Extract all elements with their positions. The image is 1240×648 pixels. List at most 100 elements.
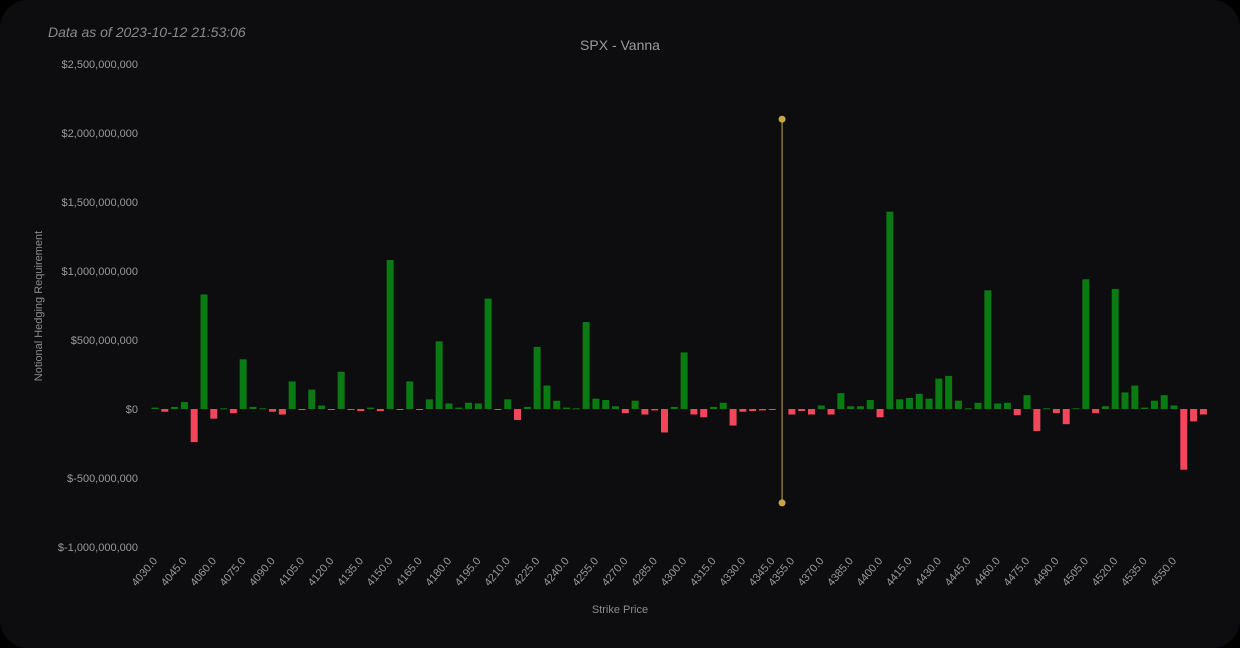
bar[interactable] [180,402,188,409]
bar[interactable] [1043,408,1051,410]
bar[interactable] [1190,409,1198,422]
bar[interactable] [651,409,659,411]
bar[interactable] [866,400,874,409]
bar[interactable] [719,402,727,409]
bar[interactable] [827,409,835,415]
bar[interactable] [572,408,580,410]
bar[interactable] [1131,385,1139,409]
bar[interactable] [523,406,531,409]
bar[interactable] [847,406,855,409]
bar[interactable] [151,407,159,409]
bar[interactable] [1199,409,1207,415]
bar[interactable] [768,409,776,410]
bar[interactable] [925,398,933,409]
bar[interactable] [739,409,747,412]
bar[interactable] [582,322,590,409]
bar[interactable] [386,259,394,409]
bar[interactable] [729,409,737,426]
bar[interactable] [357,409,365,412]
bar[interactable] [700,409,708,418]
bar[interactable] [406,381,414,409]
bar[interactable] [543,385,551,409]
bar[interactable] [602,400,610,409]
bar[interactable] [680,352,688,409]
bar[interactable] [494,409,502,410]
bar[interactable] [856,406,864,409]
bar[interactable] [278,409,286,415]
bar[interactable] [416,409,424,410]
bar[interactable] [592,398,600,409]
bar[interactable] [984,290,992,409]
bar[interactable] [200,294,208,409]
bar[interactable] [876,409,884,418]
bar[interactable] [837,393,845,409]
bar[interactable] [631,400,639,409]
bar[interactable] [1072,408,1080,410]
bar[interactable] [1150,400,1158,409]
bar[interactable] [298,409,306,410]
bar[interactable] [337,371,345,409]
bar[interactable] [709,406,717,409]
bar[interactable] [514,409,522,421]
bar[interactable] [670,406,678,409]
bar[interactable] [553,400,561,409]
bar[interactable] [1121,392,1129,409]
bar[interactable] [788,409,796,415]
bar[interactable] [308,389,316,409]
bar[interactable] [229,409,237,414]
bar[interactable] [954,400,962,409]
bar[interactable] [288,381,296,409]
bar[interactable] [798,409,806,412]
bar[interactable] [994,403,1002,409]
bar[interactable] [1003,402,1011,409]
bar[interactable] [1013,409,1021,416]
bar[interactable] [465,402,473,409]
bar[interactable] [915,393,923,409]
bar[interactable] [220,408,228,410]
bar[interactable] [474,403,482,409]
bar[interactable] [1052,409,1060,414]
bar[interactable] [758,409,766,411]
bar[interactable] [210,409,218,419]
bar[interactable] [749,409,757,412]
bar[interactable] [817,405,825,409]
bar[interactable] [1160,395,1168,409]
bar[interactable] [807,409,815,415]
bar[interactable] [504,399,512,409]
bar[interactable] [347,409,355,410]
bar[interactable] [367,407,375,409]
bar[interactable] [690,409,698,415]
bar[interactable] [484,298,492,409]
bar[interactable] [896,399,904,409]
bar[interactable] [621,409,629,414]
bar[interactable] [886,211,894,409]
bar[interactable] [425,399,433,409]
bar[interactable] [612,406,620,409]
bar[interactable] [435,341,443,409]
bar[interactable] [259,408,267,410]
bar[interactable] [1180,409,1188,470]
bar[interactable] [327,409,335,410]
bar[interactable] [161,409,169,412]
bar[interactable] [1101,406,1109,409]
bar[interactable] [641,409,649,415]
bar[interactable] [1082,279,1090,409]
bar[interactable] [269,409,277,412]
bar[interactable] [1111,288,1119,409]
bar[interactable] [945,375,953,409]
bar[interactable] [396,409,404,410]
bar[interactable] [964,408,972,410]
bar[interactable] [376,409,384,412]
bar[interactable] [1023,395,1031,409]
bar[interactable] [171,406,179,409]
bar[interactable] [249,406,257,409]
bar[interactable] [661,409,668,433]
bar[interactable] [1062,409,1070,425]
bar[interactable] [455,407,463,409]
bar[interactable] [1141,407,1149,409]
bar[interactable] [239,359,247,409]
bar[interactable] [190,409,198,443]
bar[interactable] [905,397,913,409]
bar[interactable] [533,346,541,409]
bar[interactable] [445,403,453,409]
